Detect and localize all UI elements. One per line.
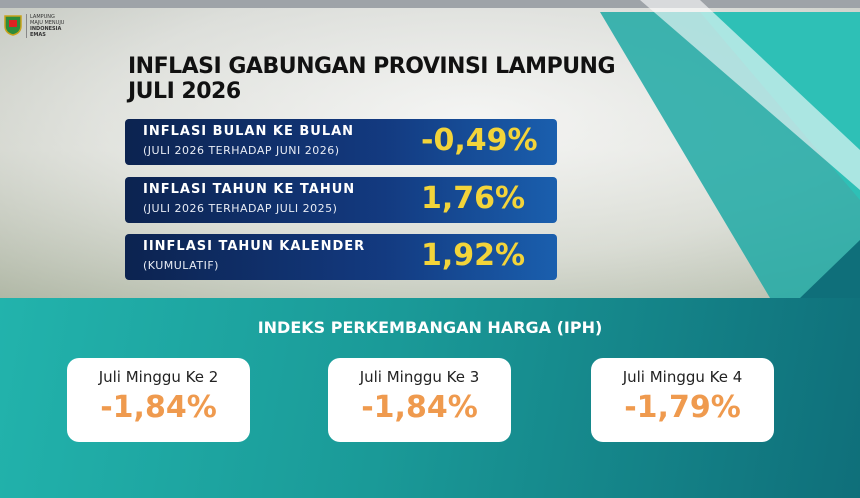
title: INFLASI GABUNGAN PROVINSI LAMPUNG JULI 20…: [128, 54, 616, 104]
row-sublabel: (JULI 2026 TERHADAP JULI 2025): [143, 202, 338, 215]
iph-title: INDEKS PERKEMBANGAN HARGA (IPH): [257, 318, 603, 337]
card-value: -1,84%: [100, 390, 217, 425]
iph-card: Juli Minggu Ke 3 -1,84%: [328, 358, 511, 442]
row-label: IINFLASI TAHUN KALENDER: [143, 239, 366, 254]
row-value: -0,49%: [421, 123, 538, 158]
row-sublabel: (KUMULATIF): [143, 259, 219, 272]
row-value: 1,92%: [421, 238, 526, 273]
row-sublabel: (JULI 2026 TERHADAP JUNI 2026): [143, 144, 340, 157]
card-label: Juli Minggu Ke 2: [98, 368, 219, 386]
logo: LAMPUNG MAJU MENUJU INDONESIA EMAS: [4, 14, 64, 38]
row-label: INFLASI BULAN KE BULAN: [143, 124, 355, 139]
row-label: INFLASI TAHUN KE TAHUN: [143, 182, 356, 197]
inflation-row: INFLASI TAHUN KE TAHUN (JULI 2026 TERHADA…: [125, 177, 557, 223]
logo-emblem: [4, 15, 22, 36]
iph-card: Juli Minggu Ke 4 -1,79%: [591, 358, 774, 442]
teal-stripe: [800, 240, 860, 298]
iph-card: Juli Minggu Ke 2 -1,84%: [67, 358, 250, 442]
title-line: INFLASI GABUNGAN PROVINSI LAMPUNG: [128, 54, 616, 79]
inflation-row: IINFLASI TAHUN KALENDER (KUMULATIF) 1,92%: [125, 234, 557, 280]
title-line: JULI 2026: [128, 79, 241, 104]
inflation-row: INFLASI BULAN KE BULAN (JULI 2026 TERHADA…: [125, 119, 557, 165]
logo-line: LAMPUNG: [30, 14, 55, 20]
logo-text: LAMPUNG MAJU MENUJU INDONESIA EMAS: [26, 14, 64, 38]
card-label: Juli Minggu Ke 4: [622, 368, 743, 386]
logo-line: MAJU MENUJU: [30, 20, 65, 26]
decoration: [600, 0, 860, 298]
card-value: -1,84%: [361, 390, 478, 425]
top-strip: [0, 0, 860, 8]
row-value: 1,76%: [421, 181, 526, 216]
white-stripe: [640, 0, 860, 190]
card-label: Juli Minggu Ke 3: [359, 368, 480, 386]
logo-line: INDONESIA: [30, 26, 62, 32]
card-value: -1,79%: [624, 390, 741, 425]
logo-line: EMAS: [30, 32, 46, 38]
